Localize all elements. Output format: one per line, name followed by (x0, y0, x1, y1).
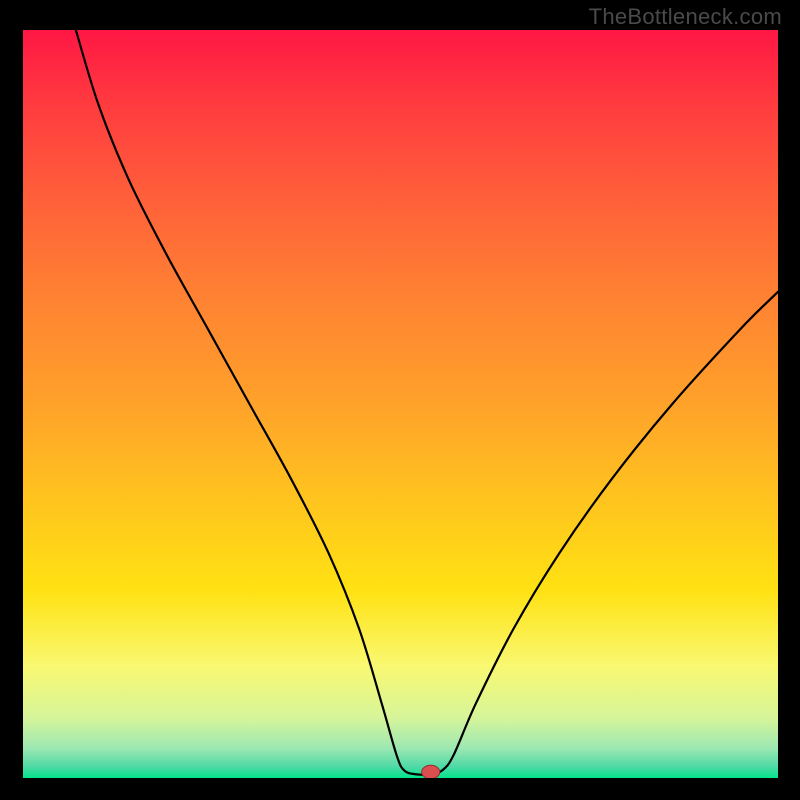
plot-area (23, 30, 778, 778)
gradient-background (23, 30, 778, 778)
selection-marker (422, 765, 440, 778)
watermark-text: TheBottleneck.com (589, 4, 782, 30)
chart-container: TheBottleneck.com (0, 0, 800, 800)
